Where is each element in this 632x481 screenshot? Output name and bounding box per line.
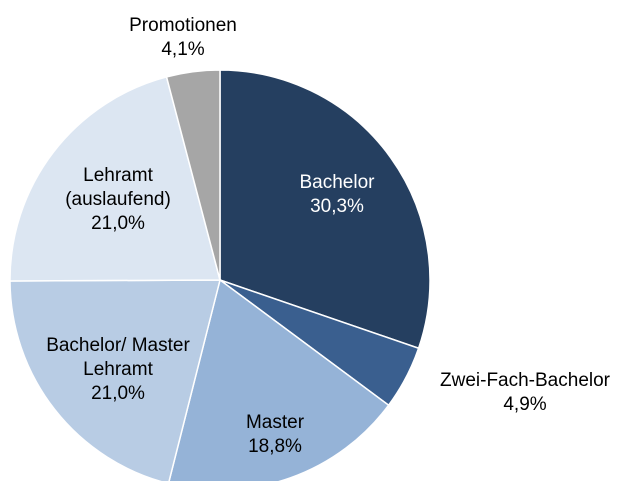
pie-slice: [168, 278, 390, 481]
slice-label: Lehramt (auslaufend) 21,0%: [43, 164, 193, 236]
value-label: 4,1%: [161, 39, 205, 60]
category-label: Promotionen: [129, 15, 237, 36]
value-label: 21,0%: [91, 213, 145, 234]
slice-label: Master 18,8%: [195, 411, 355, 459]
pie-slice: [165, 69, 221, 281]
category-label: Lehramt (auslaufend): [65, 165, 171, 210]
value-label: 4,9%: [503, 394, 547, 415]
slice-label: Zwei-Fach-Bachelor 4,9%: [405, 369, 632, 417]
category-label: Bachelor: [299, 172, 375, 193]
category-label: Master: [245, 412, 305, 433]
value-label: 30,3%: [310, 196, 364, 217]
category-label: Bachelor/ Master Lehramt: [46, 335, 190, 380]
pie-slice: [9, 75, 221, 282]
value-label: 21,0%: [91, 383, 145, 404]
slice-label: Promotionen 4,1%: [83, 14, 283, 62]
value-label: 18,8%: [248, 436, 302, 457]
slice-label: Bachelor/ Master Lehramt 21,0%: [18, 334, 218, 406]
pie-slice: [219, 69, 431, 350]
pie-slice: [9, 279, 221, 481]
slice-label: Bachelor 30,3%: [257, 171, 417, 219]
category-label: Zwei-Fach-Bachelor: [440, 370, 610, 391]
